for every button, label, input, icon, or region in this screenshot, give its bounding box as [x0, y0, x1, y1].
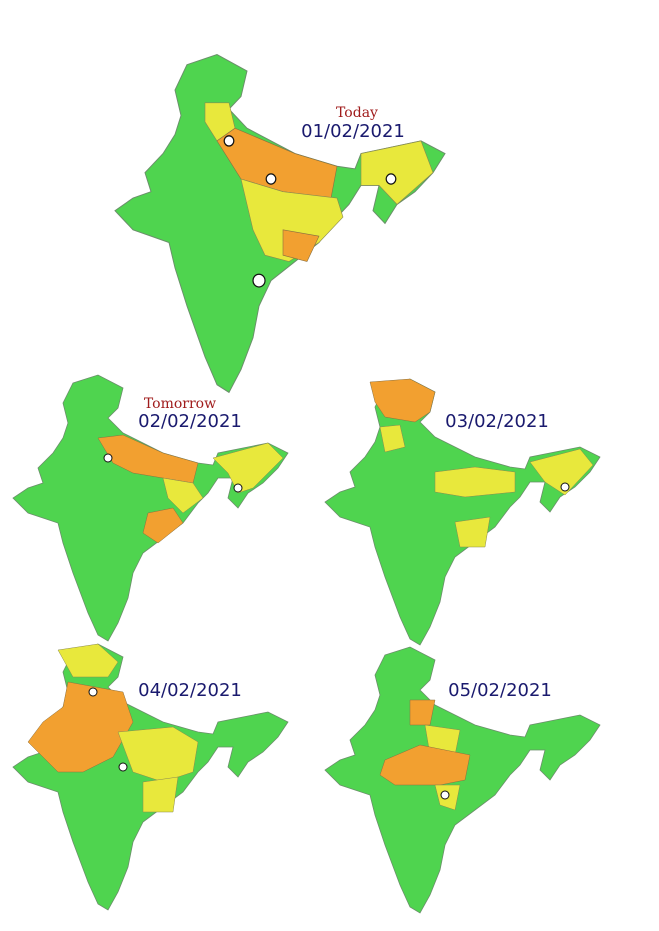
- yellow-zone: [434, 466, 516, 498]
- map-tomorrow: [12, 374, 289, 642]
- date-label: 04/02/2021: [138, 680, 242, 701]
- fog-icon: [560, 482, 570, 492]
- yellow-zone: [379, 424, 406, 453]
- map-day-3: [324, 378, 601, 646]
- fog-icon: [265, 173, 277, 185]
- fog-icon: [223, 135, 235, 147]
- fog-icon: [385, 173, 397, 185]
- yellow-zone: [117, 726, 199, 783]
- orange-zone: [142, 507, 184, 544]
- rain-icon: [118, 762, 128, 772]
- map-day-4: [12, 643, 289, 911]
- yellow-zone: [142, 776, 179, 813]
- orange-zone: [282, 229, 320, 262]
- fog-icon: [103, 453, 113, 463]
- date-label: 01/02/2021: [301, 121, 405, 142]
- orange-zone: [27, 681, 134, 773]
- yellow-zone: [529, 448, 594, 496]
- date-label: 05/02/2021: [448, 680, 552, 701]
- yellow-zone: [240, 178, 344, 262]
- date-label: 03/02/2021: [445, 411, 549, 432]
- day-label: Today: [336, 105, 378, 121]
- orange-zone: [409, 699, 436, 726]
- fog-icon: [233, 483, 243, 493]
- map-today: [114, 53, 446, 393]
- yellow-zone: [212, 442, 284, 494]
- yellow-zone: [454, 516, 491, 548]
- rain-icon: [440, 790, 450, 800]
- yellow-zone: [57, 643, 119, 678]
- rain-icon: [88, 687, 98, 697]
- date-label: 02/02/2021: [138, 411, 242, 432]
- orange-zone: [379, 744, 471, 786]
- rain-icon: [252, 273, 266, 288]
- yellow-zone: [360, 140, 434, 205]
- day-label: Tomorrow: [144, 396, 216, 412]
- map-day-5: [324, 646, 601, 914]
- yellow-zone: [162, 477, 204, 514]
- orange-zone: [369, 378, 436, 423]
